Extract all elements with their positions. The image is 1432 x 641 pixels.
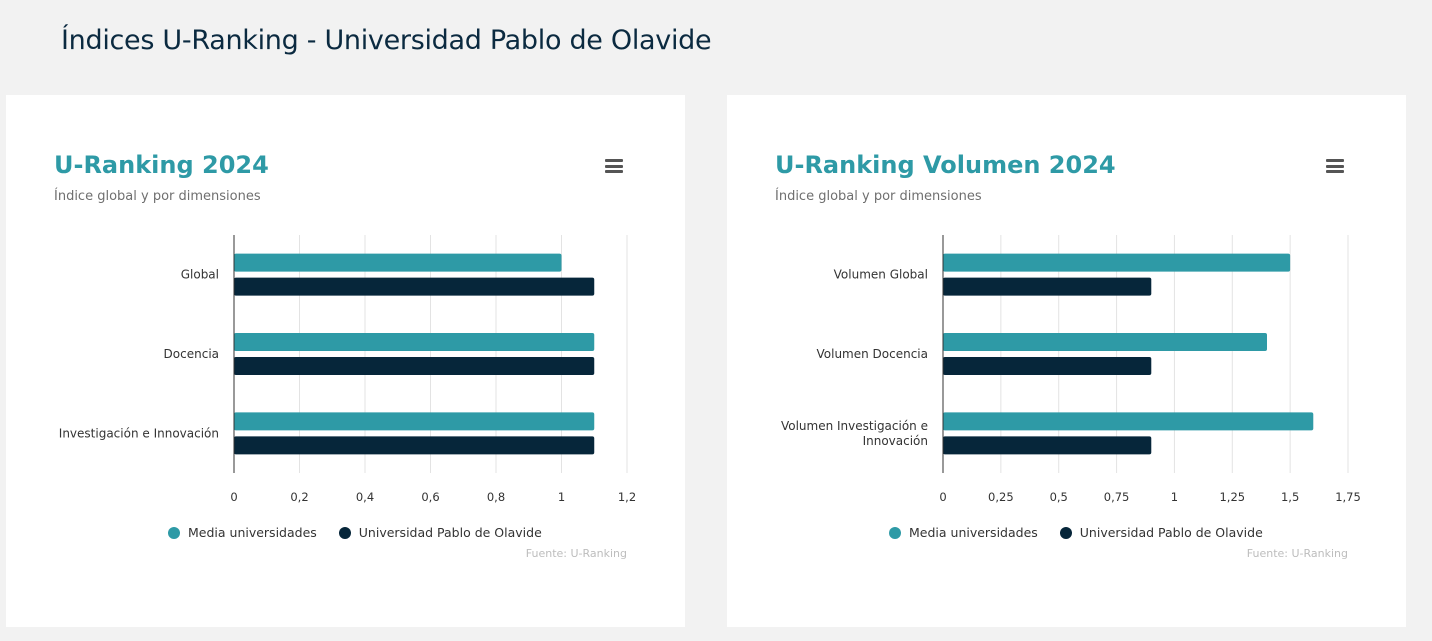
legend-dot-upo: [1059, 526, 1072, 539]
bar: [943, 357, 1152, 375]
legend-dot-media: [889, 526, 901, 539]
category-label: Docencia: [164, 347, 219, 361]
x-tick-label: 1: [1171, 490, 1178, 504]
bar: [234, 333, 595, 351]
hamburger-menu-icon[interactable]: [605, 159, 623, 175]
bar: [234, 277, 595, 296]
x-tick-label: 1,2: [618, 490, 636, 504]
bar-chart-uranking: 0 0,2 0,4 0,6 0,8 1 1,2 Global Docencia Investiga…: [59, 235, 636, 504]
x-tick-label: 0,25: [988, 490, 1014, 504]
legend-dot-upo: [338, 526, 351, 539]
category-label: Global: [181, 268, 219, 282]
chart-source[interactable]: Fuente: U-Ranking: [525, 547, 627, 560]
legend-item-media[interactable]: Media universidades: [889, 525, 1038, 540]
chart-card-uranking-volumen: U-Ranking Volumen 2024 Índice global y p…: [727, 95, 1406, 627]
legend-label: Universidad Pablo de Olavide: [358, 525, 542, 540]
chart-legend: Media universidades Universidad Pablo de…: [889, 525, 1285, 540]
chart-legend: Media universidades Universidad Pablo de…: [168, 525, 564, 540]
chart-title: U-Ranking 2024: [54, 151, 269, 179]
chart-card-uranking: U-Ranking 2024 Índice global y por dimen…: [6, 95, 685, 627]
legend-label: Media universidades: [909, 525, 1038, 540]
legend-label: Media universidades: [188, 525, 317, 540]
x-tick-label: 0: [230, 490, 237, 504]
legend-item-upo[interactable]: Universidad Pablo de Olavide: [1059, 525, 1263, 540]
category-label: Volumen Global: [834, 268, 928, 282]
legend-item-media[interactable]: Media universidades: [168, 525, 317, 540]
x-tick-label: 1,75: [1335, 490, 1361, 504]
bar: [943, 436, 1152, 455]
page-title: Índices U-Ranking - Universidad Pablo de…: [61, 25, 712, 56]
x-tick-label: 0,2: [290, 490, 308, 504]
bar: [943, 412, 1314, 431]
bar: [234, 253, 562, 272]
legend-dot-media: [168, 526, 180, 539]
chart-title: U-Ranking Volumen 2024: [775, 151, 1116, 179]
x-tick-label: 0,5: [1050, 490, 1068, 504]
bar-chart-uranking-volumen: 0 0,25 0,5 0,75 1 1,25 1,5 1,75 Volumen Global Vo…: [781, 235, 1361, 504]
bar: [234, 436, 595, 455]
category-label: Volumen Docencia: [816, 347, 928, 361]
x-tick-label: 0,6: [421, 490, 439, 504]
bar: [234, 412, 595, 431]
x-tick-label: 1,5: [1281, 490, 1299, 504]
legend-item-upo[interactable]: Universidad Pablo de Olavide: [338, 525, 542, 540]
category-label: Investigación e Innovación: [59, 426, 219, 440]
chart-source[interactable]: Fuente: U-Ranking: [1246, 547, 1348, 560]
hamburger-menu-icon[interactable]: [1326, 159, 1344, 175]
x-tick-label: 0,75: [1104, 490, 1130, 504]
x-tick-label: 0,8: [487, 490, 505, 504]
bar: [943, 277, 1152, 296]
x-tick-label: 1: [558, 490, 565, 504]
x-tick-label: 0: [939, 490, 946, 504]
legend-label: Universidad Pablo de Olavide: [1079, 525, 1263, 540]
bar: [943, 253, 1291, 272]
chart-subtitle: Índice global y por dimensiones: [54, 189, 261, 204]
bar: [943, 333, 1267, 351]
x-tick-label: 0,4: [356, 490, 374, 504]
chart-subtitle: Índice global y por dimensiones: [775, 189, 982, 204]
category-label: Volumen Investigación e Innovación: [781, 419, 928, 448]
bar: [234, 357, 595, 375]
x-tick-label: 1,25: [1219, 490, 1245, 504]
